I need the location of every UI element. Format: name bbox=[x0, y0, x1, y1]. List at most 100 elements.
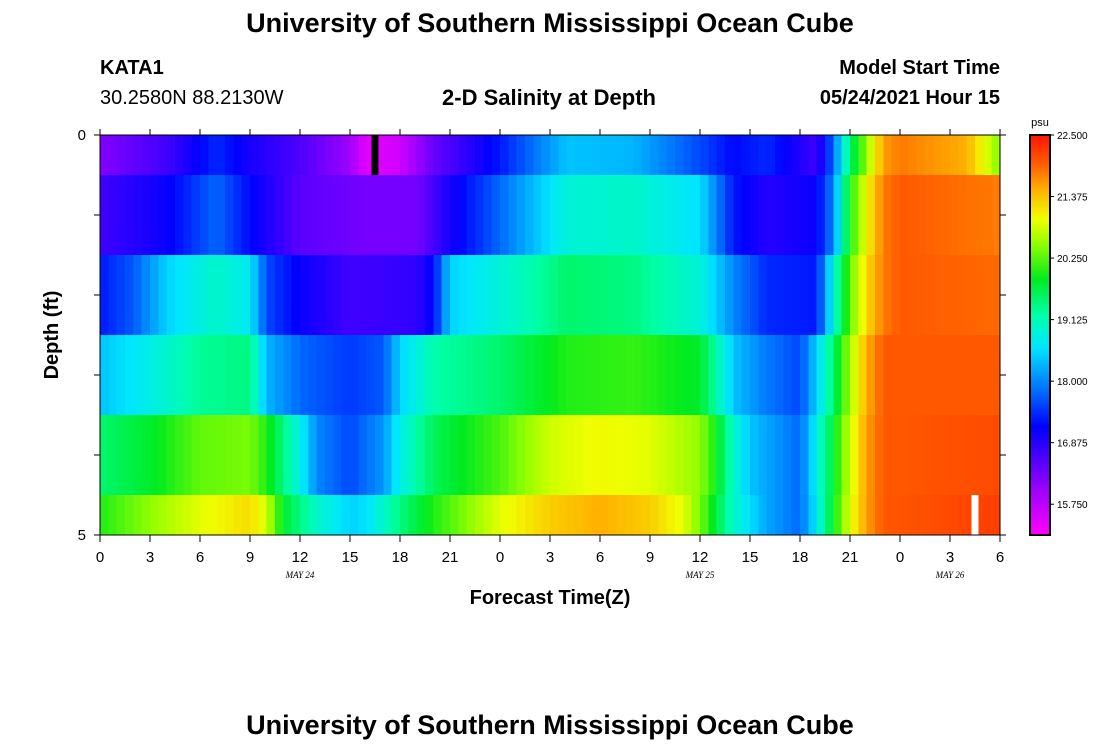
heatmap-cell-row0 bbox=[991, 135, 1001, 175]
heatmap-cell-row3 bbox=[200, 335, 209, 415]
heatmap-cell-row1 bbox=[200, 175, 209, 255]
heatmap-cell-row4 bbox=[158, 415, 168, 495]
heatmap-cell-row2 bbox=[866, 255, 876, 335]
y-tick-label: 0 bbox=[78, 127, 86, 144]
heatmap-cell-row4 bbox=[375, 415, 384, 495]
heatmap-cell-row2 bbox=[725, 255, 734, 335]
heatmap-cell-row1 bbox=[166, 175, 176, 255]
heatmap-cell-row0 bbox=[108, 135, 118, 175]
heatmap-cell-row2 bbox=[358, 255, 368, 335]
heatmap-cell-row1 bbox=[316, 175, 326, 255]
heatmap-cell-row2 bbox=[325, 255, 334, 335]
heatmap-cell-row5 bbox=[816, 495, 826, 535]
heatmap-cell-row4 bbox=[833, 415, 843, 495]
heatmap-cell-row2 bbox=[383, 255, 393, 335]
heatmap-cell-row5 bbox=[283, 495, 293, 535]
heatmap-cell-row4 bbox=[875, 415, 884, 495]
heatmap-cell-row0 bbox=[741, 135, 751, 175]
heatmap-cell-row0 bbox=[225, 135, 234, 175]
heatmap-cell-row2 bbox=[625, 255, 634, 335]
heatmap-cell-row0 bbox=[208, 135, 218, 175]
heatmap-cell-row4 bbox=[508, 415, 518, 495]
heatmap-cell-row0 bbox=[750, 135, 759, 175]
heatmap-cell-row0 bbox=[908, 135, 918, 175]
heatmap-cell-row4 bbox=[675, 415, 684, 495]
heatmap-cell-row1 bbox=[491, 175, 501, 255]
station-id: KATA1 bbox=[100, 57, 164, 79]
heatmap-cell-row3 bbox=[108, 335, 118, 415]
heatmap-cell-row5 bbox=[100, 495, 109, 535]
heatmap-cell-row1 bbox=[625, 175, 634, 255]
heatmap-cell-row2 bbox=[491, 255, 501, 335]
heatmap-cell-row5 bbox=[408, 495, 418, 535]
heatmap-cell-row3 bbox=[233, 335, 243, 415]
heatmap-cell-row4 bbox=[200, 415, 209, 495]
heatmap-cell-row4 bbox=[858, 415, 868, 495]
heatmap-cell-row3 bbox=[550, 335, 559, 415]
heatmap-cell-row4 bbox=[750, 415, 759, 495]
heatmap-cell-row3 bbox=[241, 335, 251, 415]
heatmap-cell-row3 bbox=[133, 335, 143, 415]
heatmap-cell-row2 bbox=[833, 255, 843, 335]
heatmap-cell-row4 bbox=[950, 415, 959, 495]
heatmap-cell-row1 bbox=[250, 175, 259, 255]
heatmap-cell-row2 bbox=[316, 255, 326, 335]
heatmap-cell-row0 bbox=[158, 135, 168, 175]
heatmap-cell-row1 bbox=[825, 175, 834, 255]
heatmap-cell-row3 bbox=[541, 335, 551, 415]
heatmap-cell-row0 bbox=[983, 135, 993, 175]
heatmap-cell-row2 bbox=[283, 255, 293, 335]
heatmap-cell-row0 bbox=[683, 135, 693, 175]
heatmap-cell-row1 bbox=[833, 175, 843, 255]
heatmap-cell-row0 bbox=[575, 135, 584, 175]
heatmap-cell-row4 bbox=[766, 415, 776, 495]
heatmap-cell-row5 bbox=[708, 495, 718, 535]
heatmap-cell-row1 bbox=[425, 175, 434, 255]
heatmap-cell-row2 bbox=[875, 255, 884, 335]
x-tick-label: 6 bbox=[996, 549, 1004, 566]
heatmap-cell-row1 bbox=[208, 175, 218, 255]
colorbar-tick-label: 19.125 bbox=[1057, 316, 1088, 327]
heatmap-cell-row4 bbox=[291, 415, 301, 495]
heatmap-cell-row3 bbox=[175, 335, 184, 415]
heatmap-cell-row0 bbox=[175, 135, 184, 175]
heatmap-cell-row5 bbox=[275, 495, 284, 535]
heatmap-cell-row2 bbox=[375, 255, 384, 335]
heatmap-cell-row2 bbox=[500, 255, 509, 335]
heatmap-cell-row3 bbox=[441, 335, 451, 415]
heatmap-cell-row2 bbox=[208, 255, 218, 335]
heatmap-cell-row4 bbox=[908, 415, 918, 495]
heatmap-cell-row3 bbox=[208, 335, 218, 415]
heatmap-cell-row4 bbox=[475, 415, 484, 495]
plot-title: 2-D Salinity at Depth bbox=[442, 85, 656, 110]
heatmap-cell-row2 bbox=[591, 255, 601, 335]
heatmap-cell-row4 bbox=[900, 415, 909, 495]
heatmap-cell-row1 bbox=[125, 175, 134, 255]
heatmap-cell-row2 bbox=[266, 255, 276, 335]
heatmap-cell-row2 bbox=[975, 255, 984, 335]
heatmap-cell-row0 bbox=[216, 135, 226, 175]
heatmap-cell-row4 bbox=[208, 415, 218, 495]
heatmap-cell-row1 bbox=[183, 175, 193, 255]
heatmap-cell-row4 bbox=[125, 415, 134, 495]
heatmap-cell-row4 bbox=[458, 415, 468, 495]
time-markers bbox=[371, 135, 979, 535]
heatmap-cell-row5 bbox=[391, 495, 401, 535]
heatmap-cell-row1 bbox=[358, 175, 368, 255]
heatmap-cell-row5 bbox=[350, 495, 359, 535]
heatmap-cell-row2 bbox=[441, 255, 451, 335]
heatmap-cell-row2 bbox=[633, 255, 643, 335]
heatmap-cell-row5 bbox=[233, 495, 243, 535]
heatmap-cell-row0 bbox=[966, 135, 976, 175]
heatmap-cell-row3 bbox=[391, 335, 401, 415]
heatmap-cell-row4 bbox=[883, 415, 893, 495]
heatmap-cell-row3 bbox=[216, 335, 226, 415]
heatmap-cell-row2 bbox=[466, 255, 476, 335]
heatmap-cell-row5 bbox=[800, 495, 809, 535]
heatmap-cell-row2 bbox=[658, 255, 668, 335]
heatmap-cell-row2 bbox=[683, 255, 693, 335]
heatmap-cell-row5 bbox=[866, 495, 876, 535]
heatmap-cell-row0 bbox=[850, 135, 859, 175]
heatmap-cell-row1 bbox=[658, 175, 668, 255]
heatmap-cell-row4 bbox=[166, 415, 176, 495]
